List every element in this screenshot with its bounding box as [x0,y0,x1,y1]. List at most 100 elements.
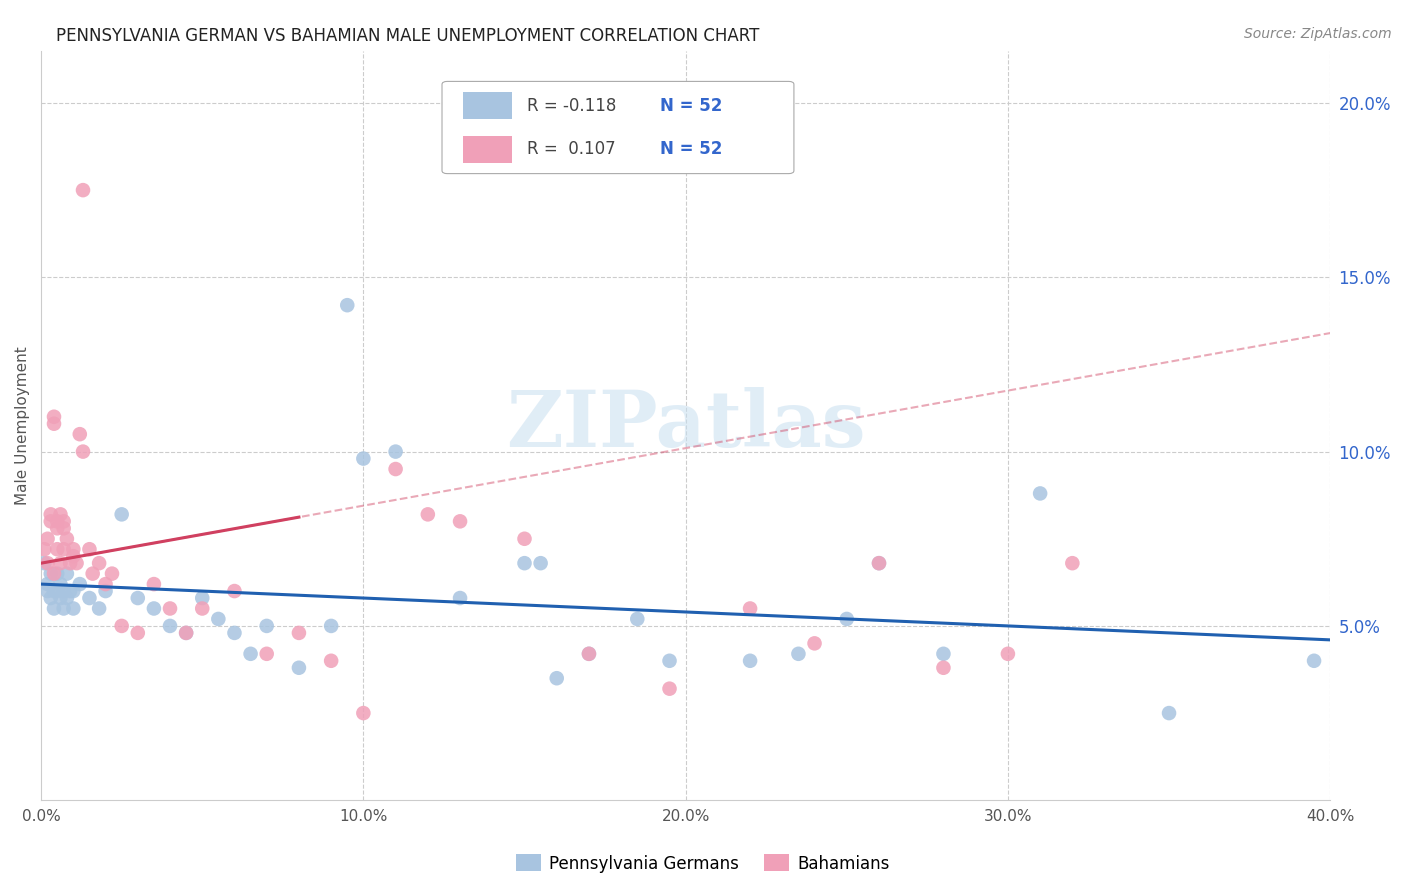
Point [52,542,75,557]
Point [59,556,82,570]
Point [52,584,75,599]
Text: N = 52: N = 52 [659,140,723,158]
Point [288,626,311,640]
Point [49,508,72,522]
Point [159,601,181,615]
Point [62,601,84,615]
Point [288,661,311,675]
Point [513,556,536,570]
Point [384,444,406,458]
Point [256,647,278,661]
Point [49,556,72,570]
Point [513,532,536,546]
Point [34,556,56,570]
Point [39,566,62,581]
Point [62,584,84,599]
Point [835,612,858,626]
Point [94,584,117,599]
Point [384,462,406,476]
Point [321,619,343,633]
Point [87,601,110,615]
Point [69,577,91,591]
Point [868,556,890,570]
Point [56,591,79,605]
Point [72,183,94,197]
Point [142,601,165,615]
Point [932,647,955,661]
Text: 40.0%: 40.0% [1306,809,1354,824]
FancyBboxPatch shape [463,136,512,162]
Text: Source: ZipAtlas.com: Source: ZipAtlas.com [1244,27,1392,41]
Point [207,612,229,626]
Point [738,654,761,668]
Point [42,417,65,431]
Point [546,671,568,685]
Point [49,591,72,605]
Point [56,532,79,546]
Text: R =  0.107: R = 0.107 [527,140,616,158]
Point [658,681,681,696]
Point [101,566,124,581]
Point [39,591,62,605]
Point [46,584,69,599]
Point [191,591,214,605]
Point [82,566,104,581]
Point [65,556,87,570]
Point [62,549,84,564]
Point [997,647,1019,661]
Point [1029,486,1052,500]
Point [46,566,69,581]
Point [142,577,165,591]
Point [738,601,761,615]
FancyBboxPatch shape [463,93,512,120]
Point [34,542,56,557]
Point [321,654,343,668]
Point [72,444,94,458]
Point [62,542,84,557]
Point [352,451,374,466]
Point [42,409,65,424]
Point [37,577,59,591]
Point [932,661,955,675]
Point [803,636,825,650]
Point [42,601,65,615]
Text: 0.0%: 0.0% [21,809,60,824]
Point [336,298,359,312]
Point [37,584,59,599]
Point [127,591,149,605]
Point [56,566,79,581]
Point [449,591,471,605]
Point [578,647,600,661]
Point [42,584,65,599]
Point [46,542,69,557]
Point [127,626,149,640]
Point [37,556,59,570]
Point [39,508,62,522]
Point [626,612,648,626]
Point [578,647,600,661]
Legend: Pennsylvania Germans, Bahamians: Pennsylvania Germans, Bahamians [509,847,897,880]
Point [87,556,110,570]
Point [787,647,810,661]
Point [59,584,82,599]
Point [52,521,75,535]
Point [49,577,72,591]
Point [239,647,262,661]
Point [159,619,181,633]
Point [79,542,101,557]
Point [224,626,246,640]
Point [42,566,65,581]
Point [111,619,134,633]
Y-axis label: Male Unemployment: Male Unemployment [15,346,30,505]
Point [224,584,246,599]
Text: ZIPatlas: ZIPatlas [506,387,866,464]
Text: 20.0%: 20.0% [661,809,710,824]
Point [174,626,197,640]
Text: R = -0.118: R = -0.118 [527,97,616,115]
Point [52,601,75,615]
Point [69,427,91,442]
Point [37,532,59,546]
Text: 30.0%: 30.0% [984,809,1032,824]
Point [174,626,197,640]
Point [79,591,101,605]
